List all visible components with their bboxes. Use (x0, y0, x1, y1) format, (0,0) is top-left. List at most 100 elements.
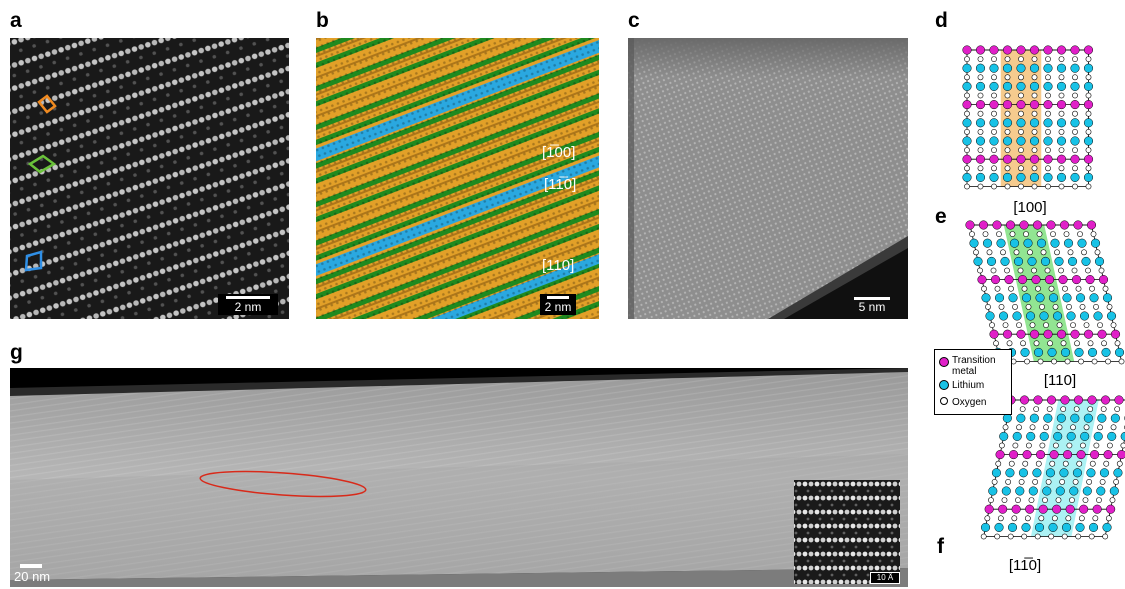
oxygen-atom (977, 267, 983, 274)
scale-bar-b: 2 nm (540, 294, 576, 315)
panel-label-a: a (10, 9, 22, 32)
oxygen-atom (1066, 442, 1073, 449)
transition-metal-atom (1043, 100, 1053, 110)
lithium-atom (1027, 256, 1037, 266)
oxygen-atom (1027, 249, 1033, 256)
lithium-atom (1090, 238, 1101, 248)
oxygen-atom (1016, 322, 1022, 328)
oxygen-atom (1004, 92, 1011, 99)
oxygen-atom (1110, 424, 1117, 431)
lithium-atom (1067, 256, 1078, 266)
oxygen-atom (1085, 147, 1092, 153)
lithium-atom (1062, 293, 1072, 303)
oxygen-atom (1072, 147, 1078, 153)
oxygen-atom (1058, 147, 1065, 153)
panel-label-g: g (10, 341, 23, 364)
oxygen-atom (1062, 285, 1068, 292)
transition-metal-atom (1029, 100, 1040, 110)
oxygen-atom (1036, 231, 1043, 237)
lithium-atom (1009, 238, 1020, 248)
transition-metal-atom (1031, 275, 1041, 285)
lithium-atom (1070, 413, 1080, 423)
lithium-atom (1081, 256, 1091, 266)
oxygen-atom (1004, 74, 1011, 81)
oxygen-atom (964, 92, 970, 99)
lithium-atom (1083, 118, 1094, 128)
oxygen-atom (1093, 303, 1099, 310)
scale-label-a: 2 nm (234, 300, 262, 314)
transition-metal-atom (1110, 329, 1121, 339)
oxygen-atom (1024, 358, 1030, 365)
oxygen-atom (977, 110, 984, 117)
oxygen-atom (1060, 406, 1067, 412)
transition-metal-atom (1033, 395, 1043, 405)
lithium-atom (986, 256, 997, 266)
oxygen-atom (996, 231, 1002, 237)
transition-metal-atom (1056, 329, 1067, 339)
transition-metal-atom (1070, 45, 1080, 55)
transition-metal-atom (1032, 220, 1043, 230)
lithium-atom (1060, 347, 1071, 357)
oxygen-atom (1018, 128, 1024, 135)
oxygen-atom (1099, 478, 1106, 485)
oxygen-atom (1045, 74, 1051, 81)
oxygen-atom (1022, 460, 1029, 467)
lithium-atom (1032, 468, 1042, 478)
oxygen-atom (1045, 183, 1051, 190)
oxygen-atom (1114, 340, 1121, 347)
oxygen-atom (1012, 303, 1018, 310)
oxygen-atom (1008, 460, 1015, 467)
oxygen-atom (1008, 285, 1014, 292)
oxygen-atom (1060, 340, 1067, 347)
lithium-atom (1101, 347, 1111, 357)
lithium-atom (1002, 172, 1013, 182)
oxygen-atom (997, 515, 1004, 522)
lithium-atom (975, 172, 986, 182)
oxygen-atom (1031, 267, 1037, 274)
panel-label-f: f (937, 535, 944, 558)
oxygen-atom (964, 110, 970, 117)
oxygen-atom (1072, 128, 1078, 135)
oxygen-atom (977, 183, 984, 190)
panel-label-e: e (935, 205, 947, 228)
lithium-atom (1083, 413, 1093, 423)
transition-metal-atom (1002, 100, 1013, 110)
transition-metal-atom (1049, 450, 1059, 460)
lithium-atom (1056, 172, 1067, 182)
transition-metal-atom (1071, 275, 1082, 285)
oxygen-atom (1051, 358, 1057, 365)
oxygen-atom (1058, 74, 1065, 81)
lithium-atom (1070, 63, 1080, 73)
oxygen-atom (1087, 340, 1094, 347)
oxygen-atom (1018, 92, 1024, 99)
oxygen-atom (1050, 231, 1056, 237)
oxygen-atom (1067, 249, 1074, 256)
lithium-atom (1056, 413, 1066, 423)
transition-metal-atom (1043, 329, 1053, 339)
oxygen-atom (1021, 285, 1028, 292)
caption-d: [100] (1013, 199, 1047, 216)
oxygen-atom (1020, 340, 1026, 347)
oxygen-atom (1058, 128, 1065, 135)
oxygen-atom (1073, 406, 1080, 412)
lithium-atom (1110, 413, 1120, 423)
oxygen-atom (1004, 147, 1011, 153)
scale-bar-c: 5 nm (854, 297, 890, 314)
oxygen-atom (1093, 442, 1100, 449)
transition-metal-atom (962, 100, 972, 110)
lithium-atom (1087, 347, 1098, 357)
oxygen-atom (1075, 533, 1082, 540)
oxygen-atom (977, 92, 984, 99)
transition-metal-atom (1097, 329, 1107, 339)
transition-metal-atom (1043, 45, 1053, 55)
transition-metal-atom (1083, 45, 1094, 55)
oxygen-atom (1085, 56, 1092, 62)
panel-label-d: d (935, 9, 948, 32)
oxygen-atom (1098, 267, 1105, 274)
oxygen-atom (1029, 322, 1036, 328)
oxygen-atom (1081, 249, 1087, 256)
lithium-atom (1099, 468, 1109, 478)
oxygen-atom (1105, 515, 1112, 522)
transition-metal-atom (1011, 504, 1021, 514)
green-unit-cell-marker (27, 154, 57, 174)
